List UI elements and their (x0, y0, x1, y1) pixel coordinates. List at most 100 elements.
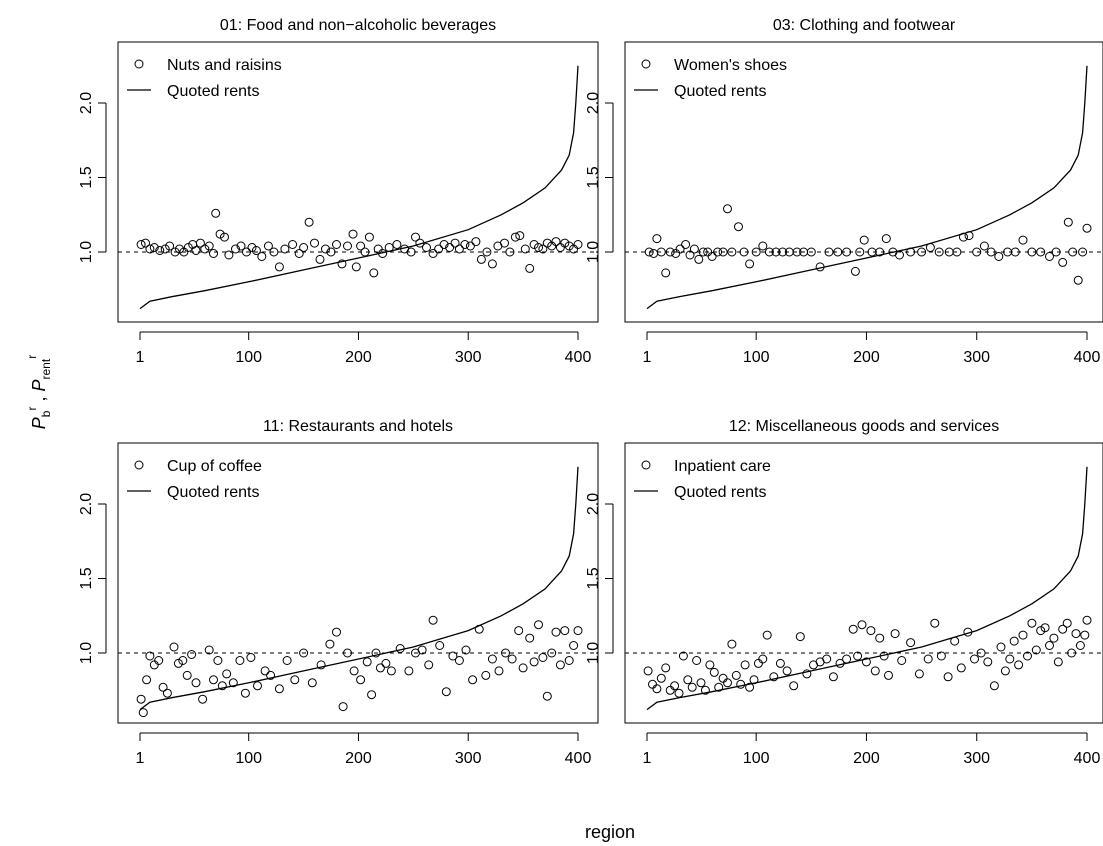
data-point (424, 660, 434, 670)
data-point (534, 620, 543, 630)
data-point (263, 241, 273, 251)
data-point (1068, 247, 1078, 257)
data-point (696, 678, 706, 688)
data-point (348, 229, 358, 239)
y-tick-label: 2.0 (585, 92, 602, 114)
panel-clothing-footwear: 03: Clothing and footwear 1.0 1.5 2.0 1 100 20… (585, 17, 1103, 366)
data-point (204, 241, 214, 251)
y-label-p1: P (29, 417, 49, 429)
data-point (1049, 633, 1059, 643)
data-point (500, 238, 509, 248)
x-tick-label: 400 (565, 349, 592, 366)
data-point (1005, 654, 1015, 664)
data-point (435, 641, 445, 650)
data-point (136, 694, 146, 704)
data-point (740, 660, 750, 670)
data-point (861, 657, 871, 667)
data-point (510, 232, 520, 242)
data-point (943, 672, 953, 682)
data-point (795, 632, 805, 642)
data-point (917, 247, 927, 257)
data-point (709, 667, 719, 677)
data-point (501, 648, 510, 658)
data-point (930, 618, 940, 628)
legend-label-line: Quoted rents (167, 484, 260, 501)
y-tick-label: 2.0 (78, 92, 95, 114)
data-point (362, 657, 372, 667)
data-point (1031, 645, 1041, 655)
data-point (652, 234, 662, 244)
data-point (213, 656, 223, 665)
data-point (705, 660, 715, 670)
data-point (343, 648, 352, 658)
x-tick-label: 200 (853, 349, 880, 366)
y-label-p1-sub: b (39, 410, 53, 417)
data-point (529, 657, 539, 667)
x-tick-label: 100 (235, 349, 262, 366)
data-point (675, 244, 685, 254)
legend-label-line: Quoted rents (674, 484, 767, 501)
data-point (718, 673, 728, 683)
data-point (731, 670, 741, 680)
data-point (674, 688, 684, 698)
data-point (1078, 247, 1088, 257)
data-point (824, 247, 834, 257)
data-point (1040, 623, 1050, 633)
data-point (369, 268, 379, 278)
data-point (257, 252, 267, 261)
data-point (1051, 247, 1061, 257)
data-point (235, 656, 245, 665)
panel-restaurants-hotels: 11: Restaurants and hotels 1.0 1.5 2.0 1 100 2… (78, 418, 599, 767)
y-tick-label: 1.0 (78, 642, 95, 664)
data-point (351, 262, 361, 272)
data-point (782, 666, 792, 676)
data-point (723, 678, 732, 688)
data-point (145, 244, 155, 254)
data-point (923, 654, 933, 664)
data-point (970, 654, 979, 664)
data-point (734, 222, 743, 232)
data-point (529, 240, 539, 249)
x-tick-label: 200 (345, 750, 372, 767)
data-point (857, 620, 867, 630)
data-point (542, 691, 552, 701)
data-point (209, 675, 218, 685)
data-point (551, 627, 561, 637)
data-point (231, 244, 240, 254)
data-point (195, 238, 205, 248)
data-point (200, 244, 210, 254)
data-point (1023, 651, 1032, 661)
x-tick-label: 300 (455, 349, 482, 366)
data-point (758, 654, 768, 664)
data-point (870, 666, 880, 676)
data-point (274, 684, 284, 694)
legend: Nuts and raisins Quoted rents (127, 57, 282, 100)
data-point (417, 645, 427, 655)
data-point (736, 679, 746, 689)
data-point (460, 240, 470, 249)
data-point (1045, 252, 1054, 261)
data-point (564, 241, 574, 251)
y-label-p2-sub: rent (39, 358, 53, 379)
data-point (349, 666, 359, 676)
data-point (367, 690, 377, 700)
data-point (364, 232, 374, 242)
data-point (700, 685, 710, 695)
data-point (1071, 629, 1081, 639)
data-point (1010, 247, 1020, 257)
data-point (448, 651, 458, 661)
data-point (683, 675, 693, 685)
plot-frame (624, 41, 1103, 323)
data-point (1027, 618, 1037, 628)
shared-y-axis-label: Pbr , Prentr (25, 355, 53, 429)
data-point (428, 249, 438, 258)
plot-frame (624, 442, 1103, 724)
data-point (762, 630, 772, 640)
data-point (534, 243, 543, 252)
data-point (692, 656, 702, 665)
data-point (236, 241, 246, 251)
data-point (395, 644, 405, 653)
data-point (538, 244, 548, 254)
data-point (169, 642, 179, 652)
data-point (191, 678, 201, 688)
